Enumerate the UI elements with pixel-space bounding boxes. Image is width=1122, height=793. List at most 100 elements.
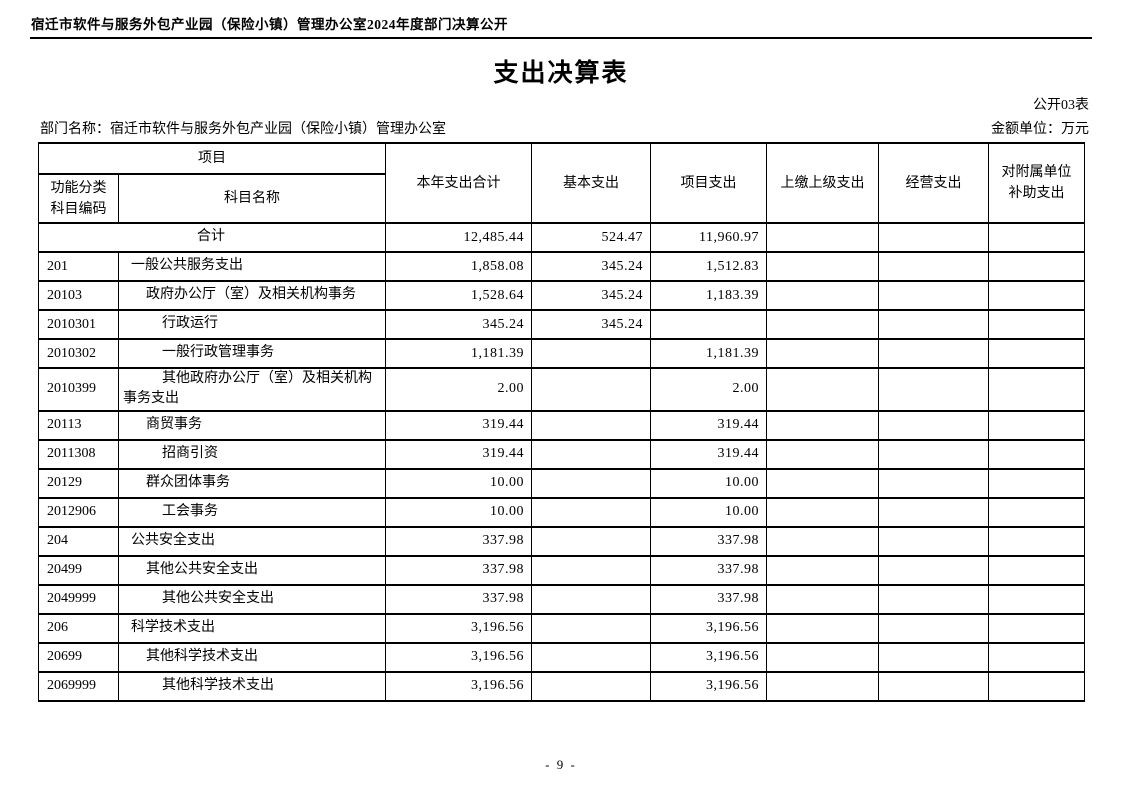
upper-level-expenditure-cell: [766, 525, 879, 557]
function-code-cell: 2011308: [38, 438, 119, 470]
function-code-cell: 20699: [38, 641, 119, 673]
doc-header-title: 宿迁市软件与服务外包产业园（保险小镇）管理办公室2024年度部门决算公开: [31, 17, 508, 32]
subsidy-expenditure-cell: [988, 222, 1085, 253]
basic-expenditure-cell: 345.24: [531, 309, 651, 340]
subject-name-cell: 其他公共安全支出: [118, 583, 386, 615]
upper-level-expenditure-cell: [766, 222, 879, 253]
project-expenditure-cell: 10.00: [650, 496, 767, 528]
basic-expenditure-cell: [531, 525, 651, 557]
operating-expenditure-cell: [878, 525, 989, 557]
upper-level-expenditure-cell: [766, 554, 879, 586]
operating-expenditure-cell: [878, 338, 989, 369]
subject-name-cell: 行政运行: [118, 309, 386, 340]
year-total-cell: 1,181.39: [385, 338, 532, 369]
function-code-cell: 20113: [38, 409, 119, 441]
subject-name-cell: 商贸事务: [118, 409, 386, 441]
subject-name-cell: 群众团体事务: [118, 467, 386, 499]
function-code-cell: 206: [38, 612, 119, 644]
project-expenditure-cell: 3,196.56: [650, 641, 767, 673]
table-header-row-2: 功能分类 科目编码 科目名称: [38, 173, 1085, 224]
upper-level-expenditure-cell: [766, 251, 879, 282]
header-divider: [30, 37, 1092, 39]
basic-expenditure-cell: [531, 612, 651, 644]
upper-level-expenditure-cell: [766, 280, 879, 311]
table-row: 2010302 一般行政管理事务 1,181.39 1,181.39: [38, 338, 1085, 369]
year-total-cell: 319.44: [385, 438, 532, 470]
table-meta-row: 部门名称：宿迁市软件与服务外包产业园（保险小镇）管理办公室 金额单位：万元: [40, 118, 1089, 138]
subsidy-expenditure-cell: [988, 525, 1085, 557]
upper-level-expenditure-cell: [766, 583, 879, 615]
table-row: 20103 政府办公厅（室）及相关机构事务 1,528.64 345.24 1,183.…: [38, 280, 1085, 311]
subsidy-expenditure-cell: [988, 641, 1085, 673]
basic-expenditure-cell: [531, 554, 651, 586]
table-body: 合计 12,485.44 524.47 11,960.97 201 一般公共服务支出 1,8…: [38, 222, 1085, 702]
project-expenditure-cell: 10.00: [650, 467, 767, 499]
subsidy-expenditure-cell: [988, 338, 1085, 369]
basic-expenditure-cell: [531, 467, 651, 499]
basic-expenditure-cell: [531, 338, 651, 369]
header-upper-level-expenditure: 上缴上级支出: [766, 142, 879, 224]
project-expenditure-cell: 319.44: [650, 409, 767, 441]
operating-expenditure-cell: [878, 251, 989, 282]
operating-expenditure-cell: [878, 280, 989, 311]
subsidy-expenditure-cell: [988, 496, 1085, 528]
operating-expenditure-cell: [878, 496, 989, 528]
header-code-line2: 科目编码: [50, 201, 107, 217]
project-expenditure-cell: [650, 309, 767, 340]
expenditure-table: 项目 本年支出合计 基本支出 项目支出 上缴上级支出 经营支出 对附属单位 补助支…: [38, 142, 1085, 702]
upper-level-expenditure-cell: [766, 641, 879, 673]
project-expenditure-cell: 11,960.97: [650, 222, 767, 253]
header-subsidy-line1: 对附属单位: [1001, 165, 1072, 180]
header-project-expenditure: 项目支出: [650, 142, 767, 224]
upper-level-expenditure-cell: [766, 338, 879, 369]
project-expenditure-cell: 1,512.83: [650, 251, 767, 282]
basic-expenditure-cell: [531, 438, 651, 470]
function-code-cell: 2069999: [38, 670, 119, 702]
project-expenditure-cell: 1,183.39: [650, 280, 767, 311]
year-total-cell: 12,485.44: [385, 222, 532, 253]
subject-name-cell: 公共安全支出: [118, 525, 386, 557]
operating-expenditure-cell: [878, 612, 989, 644]
year-total-cell: 337.98: [385, 554, 532, 586]
function-code-cell: 2049999: [38, 583, 119, 615]
subject-name-cell: 招商引资: [118, 438, 386, 470]
header-subsidy-line2: 补助支出: [1008, 186, 1065, 201]
function-code-cell: 20103: [38, 280, 119, 311]
subject-name-cell: 其他政府办公厅（室）及相关机构事务支出: [118, 367, 386, 412]
function-code-cell: 20129: [38, 467, 119, 499]
operating-expenditure-cell: [878, 583, 989, 615]
table-row: 2012906 工会事务 10.00 10.00: [38, 496, 1085, 528]
table-row: 20699 其他科学技术支出 3,196.56 3,196.56: [38, 641, 1085, 673]
table-row: 20129 群众团体事务 10.00 10.00: [38, 467, 1085, 499]
year-total-cell: 1,528.64: [385, 280, 532, 311]
basic-expenditure-cell: 345.24: [531, 280, 651, 311]
upper-level-expenditure-cell: [766, 670, 879, 702]
year-total-cell: 3,196.56: [385, 670, 532, 702]
header-project-group: 项目: [38, 142, 386, 175]
project-expenditure-cell: 319.44: [650, 438, 767, 470]
header-function-code: 功能分类 科目编码: [38, 173, 119, 224]
table-row: 201 一般公共服务支出 1,858.08 345.24 1,512.83: [38, 251, 1085, 282]
project-expenditure-cell: 3,196.56: [650, 670, 767, 702]
basic-expenditure-cell: [531, 367, 651, 412]
subsidy-expenditure-cell: [988, 409, 1085, 441]
basic-expenditure-cell: [531, 641, 651, 673]
project-expenditure-cell: 2.00: [650, 367, 767, 412]
year-total-cell: 1,858.08: [385, 251, 532, 282]
page-number: - 9 -: [545, 757, 577, 772]
subsidy-expenditure-cell: [988, 612, 1085, 644]
year-total-cell: 3,196.56: [385, 612, 532, 644]
basic-expenditure-cell: [531, 409, 651, 441]
page-title: 支出决算表: [493, 60, 629, 87]
function-code-cell: 20499: [38, 554, 119, 586]
subsidy-expenditure-cell: [988, 670, 1085, 702]
subject-name-cell: 合计: [38, 222, 386, 253]
function-code-cell: 2010399: [38, 367, 119, 412]
upper-level-expenditure-cell: [766, 467, 879, 499]
header-code-line1: 功能分类: [50, 180, 107, 196]
table-row: 204 公共安全支出 337.98 337.98: [38, 525, 1085, 557]
upper-level-expenditure-cell: [766, 496, 879, 528]
subsidy-expenditure-cell: [988, 554, 1085, 586]
year-total-cell: 10.00: [385, 467, 532, 499]
